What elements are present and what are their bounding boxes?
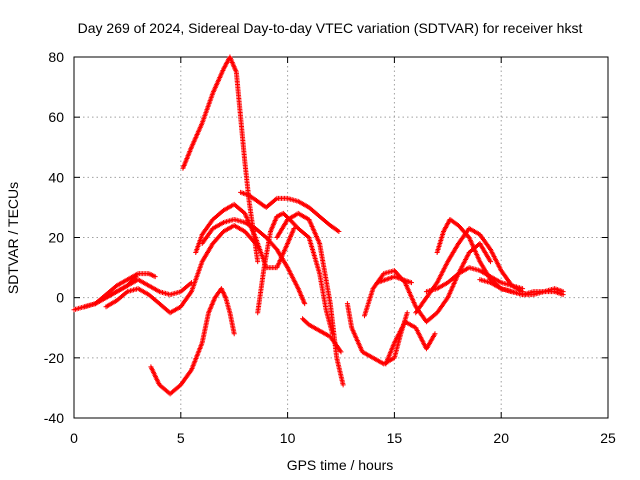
data-point (302, 301, 308, 307)
axis-ticks: 0 5 10 15 20 25 -40 -20 0 20 40 60 80 (44, 49, 616, 446)
data-point (432, 331, 438, 337)
data-point (560, 292, 566, 298)
y-tick-label: 0 (56, 290, 64, 306)
y-tick-label: 20 (48, 230, 64, 246)
data-point (255, 259, 261, 265)
series-arc-16 (383, 319, 438, 367)
chart-title: Day 269 of 2024, Sidereal Day-to-day VTE… (78, 20, 583, 36)
y-axis-label: SDTVAR / TECUs (5, 182, 21, 294)
series-arc-5 (148, 286, 237, 397)
data-point (465, 233, 471, 239)
grid-lines (74, 57, 608, 418)
series-arc-12 (300, 316, 344, 355)
data-point (231, 331, 237, 337)
y-tick-label: -40 (44, 410, 64, 426)
series-arc-15 (374, 274, 414, 286)
x-tick-label: 25 (600, 430, 616, 446)
data-point (408, 280, 414, 286)
data-point (520, 286, 526, 292)
data-point (404, 310, 410, 316)
series-arc-4 (103, 222, 259, 316)
data-point (152, 274, 158, 280)
data-point (488, 259, 494, 265)
series-arc-18 (434, 216, 515, 295)
x-tick-label: 5 (177, 430, 185, 446)
x-tick-label: 15 (387, 430, 403, 446)
x-tick-label: 0 (70, 430, 78, 446)
data-point (338, 349, 344, 355)
x-tick-label: 20 (493, 430, 509, 446)
series-arc-21 (498, 286, 566, 298)
data-points (71, 54, 566, 397)
series-arc-13 (344, 301, 410, 367)
series-arc-9 (238, 189, 342, 234)
series-arc-19 (423, 265, 526, 295)
x-tick-label: 10 (280, 430, 296, 446)
series-arc-3 (82, 277, 194, 310)
y-tick-label: 60 (48, 109, 64, 125)
y-tick-label: 40 (48, 169, 64, 185)
y-tick-label: 80 (48, 49, 64, 65)
series-arc-11 (274, 210, 346, 388)
x-axis-label: GPS time / hours (287, 457, 394, 473)
y-tick-label: -20 (44, 350, 64, 366)
series-arc-8 (199, 216, 308, 307)
data-point (336, 228, 342, 234)
data-point (340, 382, 346, 388)
